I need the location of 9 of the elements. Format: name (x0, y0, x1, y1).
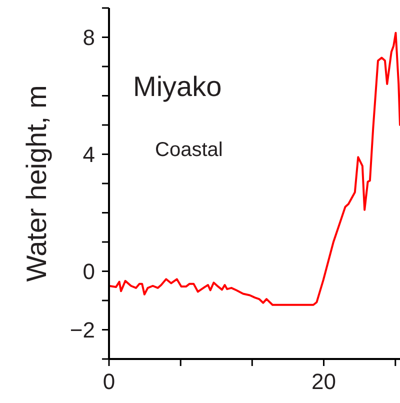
y-tick-label: 8 (82, 24, 95, 50)
y-tick-label: 0 (82, 258, 95, 284)
y-tick-label: −2 (70, 317, 95, 342)
line-series (108, 32, 400, 306)
text: Coastal (155, 139, 223, 161)
y-axis-title: Water height, m (21, 85, 52, 282)
text: Miyako (133, 71, 222, 102)
y-tick-label: 4 (82, 142, 95, 167)
x-tick-label: 20 (312, 369, 336, 394)
